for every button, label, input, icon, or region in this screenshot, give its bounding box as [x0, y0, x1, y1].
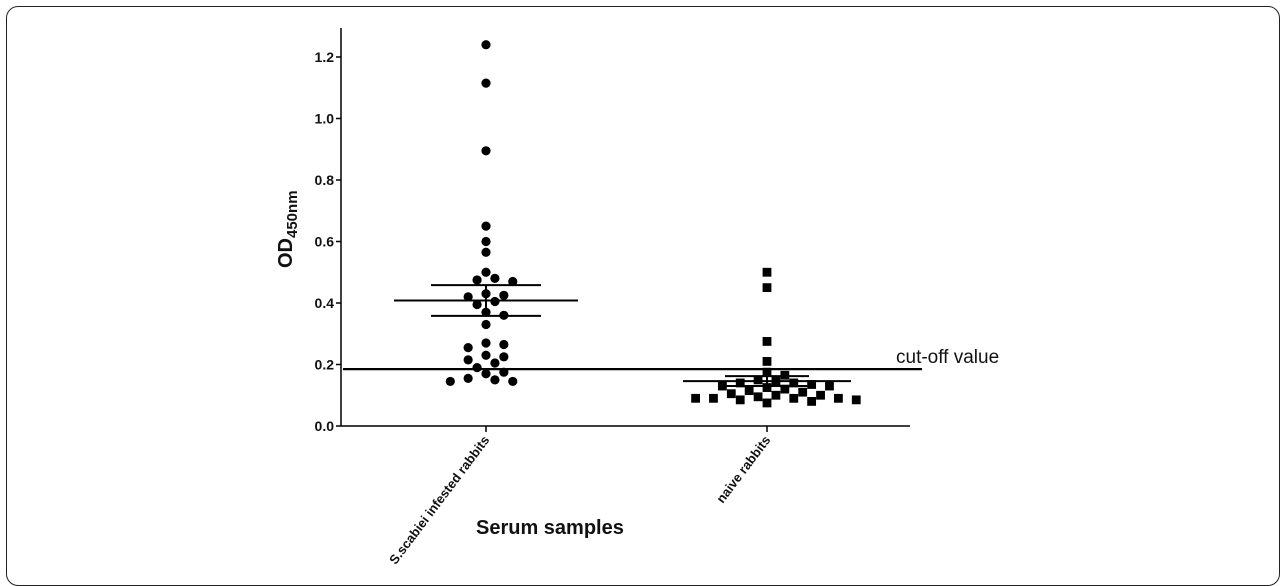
- data-point: [762, 267, 772, 277]
- data-point: [816, 390, 825, 400]
- data-point: [508, 276, 518, 287]
- data-point: [726, 389, 736, 399]
- data-point: [472, 299, 482, 310]
- data-point: [807, 397, 817, 406]
- data-point: [499, 339, 509, 350]
- cutoff-label: cut-off value: [896, 347, 999, 368]
- data-point: [762, 398, 772, 408]
- y-axis-title: OD450nm: [275, 190, 301, 268]
- chart: 0.0 0.2 0.4 0.6 0.8 1.0 1.2 cut-off value OD45…: [275, 28, 999, 567]
- data-point: [472, 362, 482, 373]
- data-point: [753, 392, 763, 402]
- data-point: [481, 40, 491, 50]
- category-labels: S.scabiei infested rabbits naive rabbits: [386, 433, 773, 567]
- data-point: [780, 384, 790, 394]
- data-point: [490, 375, 500, 385]
- data-point: [499, 352, 509, 362]
- data-point: [445, 376, 455, 387]
- data-point: [481, 350, 491, 360]
- y-tick-label: 0.2: [315, 357, 335, 373]
- data-point: [807, 380, 817, 389]
- y-axis-title-sub: 450nm: [284, 190, 301, 238]
- data-point: [753, 375, 763, 385]
- data-point: [481, 247, 491, 257]
- data-point: [481, 369, 491, 379]
- y-tick-label: 1.2: [315, 49, 335, 65]
- data-point: [481, 319, 491, 330]
- y-ticks: 0.0 0.2 0.4 0.6 0.8 1.0 1.2: [315, 49, 341, 434]
- data-point: [481, 338, 491, 348]
- data-point: [789, 378, 799, 388]
- data-point: [490, 358, 500, 368]
- data-points: [445, 40, 861, 408]
- category-label: S.scabiei infested rabbits: [386, 433, 492, 567]
- data-point: [735, 395, 745, 405]
- data-point: [463, 342, 473, 353]
- data-point: [472, 275, 482, 285]
- data-point: [481, 267, 491, 277]
- data-point: [481, 78, 491, 88]
- data-point: [735, 378, 745, 388]
- data-point: [825, 381, 834, 391]
- data-point: [463, 292, 473, 302]
- data-point: [744, 386, 754, 396]
- data-point: [463, 355, 473, 365]
- y-tick-label: 0.8: [315, 172, 335, 188]
- data-point: [762, 337, 772, 346]
- data-point: [717, 381, 727, 391]
- data-point: [463, 373, 473, 383]
- data-point: [762, 367, 772, 377]
- data-point: [691, 393, 700, 403]
- category-label: naive rabbits: [713, 433, 773, 506]
- data-point: [834, 393, 843, 403]
- data-point: [789, 393, 799, 403]
- y-tick-label: 0.4: [315, 295, 335, 311]
- y-tick-label: 0.6: [315, 234, 335, 250]
- y-tick-label: 1.0: [315, 111, 335, 127]
- error-bars: [394, 284, 851, 388]
- data-point: [762, 283, 772, 293]
- y-axis-title-main: OD: [275, 238, 297, 268]
- x-axis-title: Serum samples: [476, 517, 624, 539]
- axes: [340, 28, 910, 432]
- data-point: [771, 390, 781, 400]
- data-point: [490, 273, 500, 283]
- data-point: [481, 146, 491, 156]
- data-point: [481, 221, 491, 231]
- data-point: [508, 376, 518, 387]
- data-point: [499, 290, 509, 300]
- data-point: [851, 395, 861, 405]
- data-point: [762, 357, 772, 366]
- data-point: [481, 236, 491, 247]
- y-tick-label: 0.0: [315, 418, 335, 434]
- data-point: [709, 393, 718, 403]
- data-point: [762, 383, 772, 392]
- data-point: [798, 387, 808, 397]
